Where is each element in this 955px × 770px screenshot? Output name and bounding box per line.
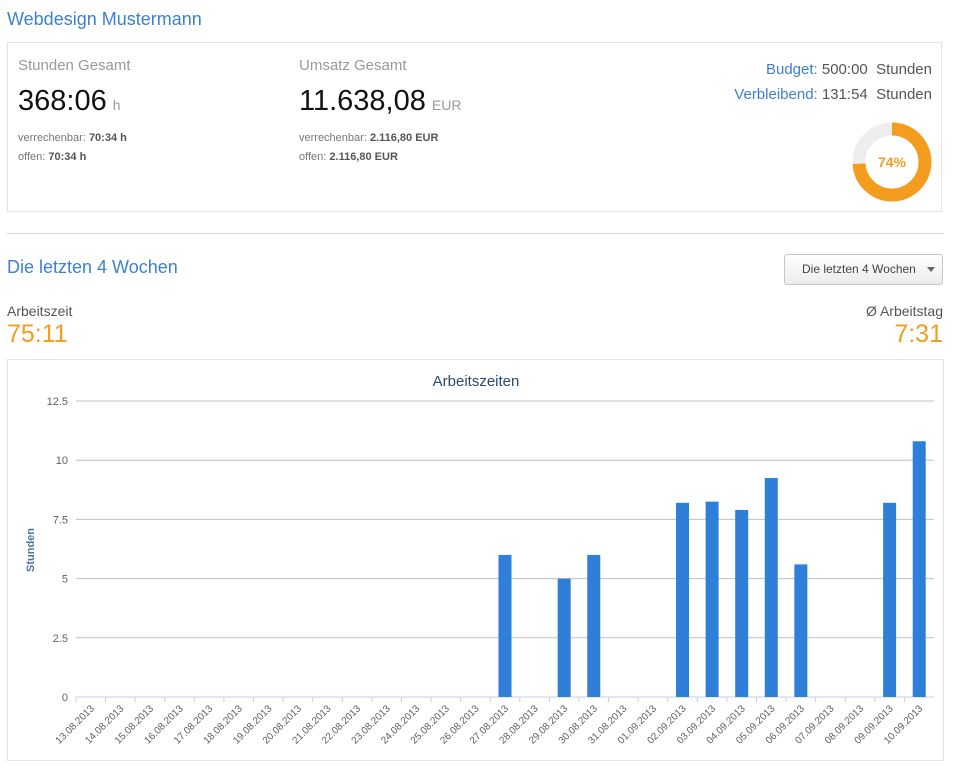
- donut-fill: [852, 122, 932, 202]
- revenue-billable-value: 2.116,80 EUR: [369, 132, 439, 144]
- bar-05.09.2013[interactable]: [764, 477, 778, 697]
- hours-billable-label: verrechenbar:: [18, 132, 86, 144]
- chevron-down-icon: [927, 267, 935, 272]
- y-tick-label: 2.5: [53, 633, 68, 645]
- worktime-value: 75:11: [7, 320, 68, 348]
- revenue-total-value: 11.638,08: [299, 85, 426, 117]
- hours-total: 368:06 h: [18, 85, 131, 121]
- period-dropdown-value: Die letzten 4 Wochen: [802, 262, 916, 276]
- avg-value: 7:31: [894, 320, 943, 348]
- revenue-open-label: offen:: [299, 151, 327, 163]
- y-tick-label: 10: [56, 455, 68, 467]
- y-tick-label: 12.5: [47, 396, 68, 408]
- bar-10.09.2013[interactable]: [912, 441, 926, 697]
- chart-container: Arbeitszeiten Stunden 0 2.5 5 7.5 10 12.5 13.…: [7, 359, 944, 761]
- revenue-unit: EUR: [431, 97, 462, 113]
- hours-billable-value: 70:34 h: [88, 132, 127, 144]
- budget-info: Budget: 500:00 Stunden Verbleibend: 131:…: [734, 57, 932, 107]
- page-title: Webdesign Mustermann: [7, 9, 202, 29]
- bar-27.08.2013[interactable]: [498, 554, 512, 697]
- bar-09.09.2013[interactable]: [883, 502, 897, 697]
- bar-29.08.2013[interactable]: [557, 578, 571, 697]
- avg-label: Ø Arbeitstag: [865, 303, 943, 319]
- hours-details: verrechenbar: 70:34 h offen: 70:34 h: [18, 129, 131, 167]
- y-tick-label: 5: [62, 574, 68, 586]
- y-tick-label: 0: [62, 692, 68, 704]
- budget-donut: 74%: [852, 122, 932, 202]
- donut-percent-label: 74%: [878, 154, 907, 170]
- hours-total-value: 368:06: [18, 85, 107, 117]
- y-axis-label: Stunden: [25, 528, 37, 572]
- summary-card: Stunden Gesamt 368:06 h verrechenbar: 70:…: [7, 42, 942, 212]
- remaining-value: 131:54: [821, 86, 868, 103]
- avg-kpi: Ø Arbeitstag 7:31: [866, 303, 943, 347]
- bar-06.09.2013[interactable]: [794, 564, 808, 697]
- bar-02.09.2013[interactable]: [676, 502, 690, 697]
- period-dropdown[interactable]: Die letzten 4 Wochen: [784, 254, 943, 285]
- period-title: Die letzten 4 Wochen: [7, 257, 178, 277]
- revenue-open-value: 2.116,80 EUR: [329, 151, 398, 163]
- budget-unit: Stunden: [876, 61, 932, 78]
- y-tick-label: 7.5: [53, 514, 68, 526]
- budget-value: 500:00: [821, 61, 868, 78]
- divider: [7, 233, 944, 234]
- revenue-label: Umsatz Gesamt: [299, 57, 407, 74]
- bar-30.08.2013[interactable]: [587, 554, 601, 697]
- revenue-billable-label: verrechenbar:: [299, 132, 367, 144]
- remaining-label: Verbleibend:: [734, 86, 818, 103]
- hours-open-label: offen:: [18, 151, 46, 163]
- bar-04.09.2013[interactable]: [735, 509, 749, 697]
- revenue-stat: Umsatz Gesamt 11.638,08 EUR verrechenbar:…: [299, 57, 461, 167]
- hours-stat: Stunden Gesamt 368:06 h verrechenbar: 70:…: [18, 57, 131, 167]
- hours-label: Stunden Gesamt: [18, 57, 131, 74]
- hours-unit: h: [112, 97, 121, 113]
- revenue-details: verrechenbar: 2.116,80 EUR offen: 2.116,…: [299, 129, 461, 167]
- worktime-label: Arbeitszeit: [7, 303, 73, 319]
- remaining-unit: Stunden: [876, 86, 932, 103]
- revenue-total: 11.638,08 EUR: [299, 85, 461, 121]
- bar-03.09.2013[interactable]: [705, 501, 719, 697]
- budget-label: Budget:: [765, 61, 818, 78]
- worktime-kpi: Arbeitszeit 75:11: [7, 303, 72, 347]
- hours-open-value: 70:34 h: [48, 151, 87, 163]
- chart-title: Arbeitszeiten: [433, 373, 520, 390]
